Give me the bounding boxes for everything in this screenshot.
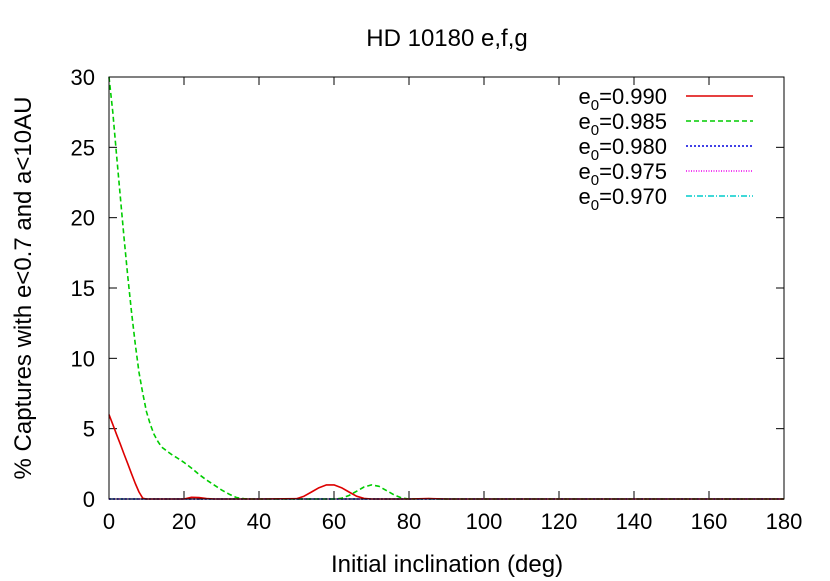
plot-frame xyxy=(108,76,785,500)
legend-label: e0=0.980 xyxy=(579,134,668,164)
x-tick-label: 0 xyxy=(103,509,115,534)
x-tick-label: 20 xyxy=(172,509,196,534)
legend-label: e0=0.975 xyxy=(579,159,668,189)
x-tick-label: 40 xyxy=(247,509,271,534)
y-tick-label: 0 xyxy=(83,487,95,512)
y-tick-label: 20 xyxy=(71,206,95,231)
plot-lines xyxy=(108,76,784,500)
y-tick-label: 15 xyxy=(71,276,95,301)
x-tick-label: 180 xyxy=(766,509,803,534)
x-tick-label: 100 xyxy=(466,509,503,534)
y-tick-label: 10 xyxy=(71,346,95,371)
series-line xyxy=(108,414,784,500)
x-tick-label: 80 xyxy=(397,509,421,534)
y-tick-label: 5 xyxy=(83,417,95,442)
series-line xyxy=(108,76,784,500)
x-axis-label: Initial inclination (deg) xyxy=(331,551,563,578)
legend-label: e0=0.970 xyxy=(579,184,668,214)
y-axis-label: % Captures with e<0.7 and a<10AU xyxy=(10,97,37,480)
legend-label: e0=0.985 xyxy=(579,109,668,139)
x-tick-label: 60 xyxy=(322,509,346,534)
legend-label: e0=0.990 xyxy=(579,84,668,114)
chart-title: HD 10180 e,f,g xyxy=(366,25,527,52)
y-tick-label: 25 xyxy=(71,135,95,160)
x-tick-label: 160 xyxy=(691,509,728,534)
x-tick-label: 120 xyxy=(541,509,578,534)
y-tick-label: 30 xyxy=(71,65,95,90)
axis-ticks: 0 20 40 60 80 100 120 140 160 180 0 5 10 15 20 25 30 xyxy=(71,65,803,534)
x-tick-label: 140 xyxy=(616,509,653,534)
